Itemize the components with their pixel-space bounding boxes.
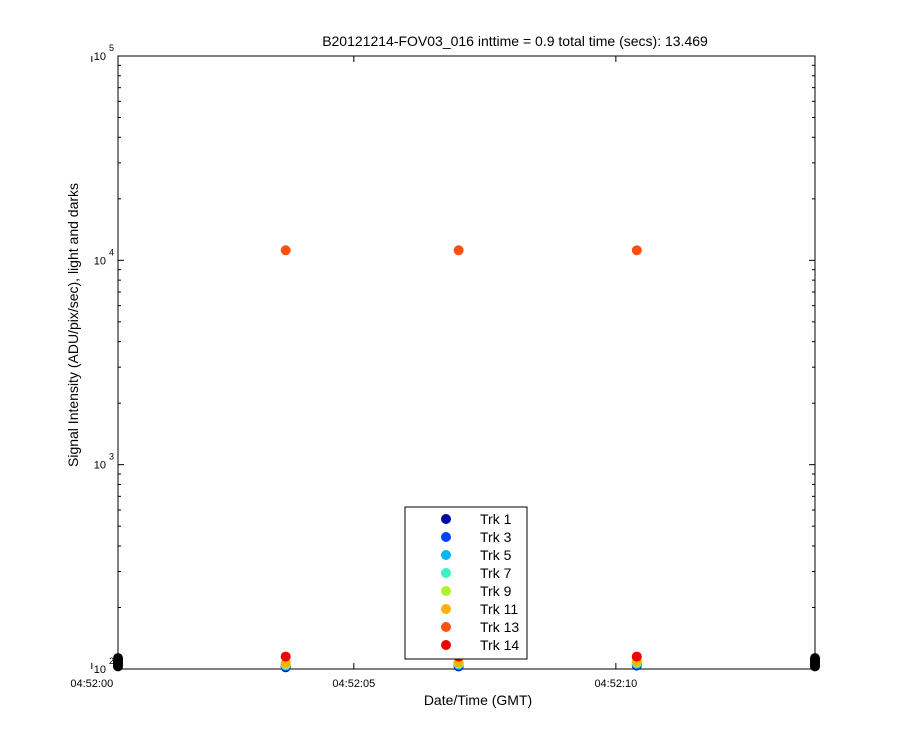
legend-label: Trk 3 [480, 529, 512, 545]
legend-marker [441, 622, 451, 632]
y-tick-label-exp: 2 [109, 656, 114, 666]
y-tick-label-base: 10 [94, 664, 106, 676]
chart-title: B20121214-FOV03_016 inttime = 0.9 total … [322, 33, 708, 49]
legend: Trk 1 Trk 3 Trk 5 Trk 7 Trk 9 Trk 11 Trk 13 Trk… [404, 506, 528, 660]
legend-marker [441, 550, 451, 560]
legend-label: Trk 5 [480, 547, 512, 563]
y-tick-label-exp: 3 [109, 452, 114, 462]
legend-marker [441, 586, 451, 596]
legend-marker [441, 604, 451, 614]
data-point [453, 245, 464, 256]
legend-label: Trk 14 [480, 637, 519, 653]
y-axis-title: Signal Intensity (ADU/pix/sec), light an… [65, 183, 81, 467]
data-point [631, 651, 642, 662]
legend-label: Trk 7 [480, 565, 512, 581]
x-tick-label: 04:52:10 [594, 678, 637, 690]
data-point [113, 653, 123, 664]
legend-label: Trk 9 [480, 583, 512, 599]
y-tick-label-base: 10 [94, 255, 106, 267]
y-tick-label-base: 10 [94, 460, 106, 472]
x-axis-title: Date/Time (GMT) [424, 692, 532, 708]
legend-marker [441, 568, 451, 578]
legend-marker [441, 532, 451, 542]
x-tick-label: 04:52:00 [70, 678, 113, 690]
legend-label: Trk 13 [480, 619, 519, 635]
data-point [810, 653, 820, 664]
legend-marker [441, 640, 451, 650]
legend-marker [441, 514, 451, 524]
x-axis-ticks: 04:52:00 04:52:05 04:52:10 [70, 56, 637, 690]
legend-label: Trk 1 [480, 511, 512, 527]
x-tick-label: 04:52:05 [332, 678, 375, 690]
data-point [280, 245, 291, 256]
legend-box [404, 506, 528, 660]
data-point [631, 245, 642, 256]
y-tick-label-base: 10 [94, 51, 106, 63]
y-tick-label-exp: 4 [109, 247, 114, 257]
y-tick-label-exp: 5 [109, 43, 114, 53]
legend-label: Trk 11 [480, 601, 518, 617]
data-point [280, 651, 291, 662]
data-points [113, 245, 820, 673]
